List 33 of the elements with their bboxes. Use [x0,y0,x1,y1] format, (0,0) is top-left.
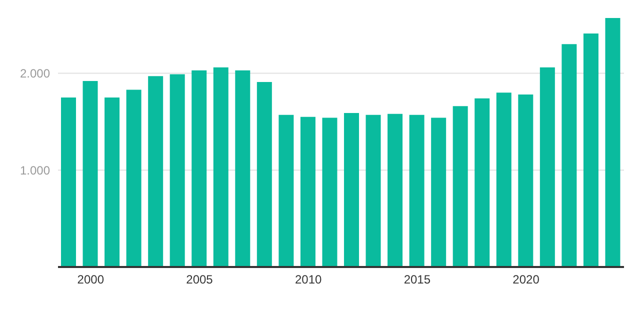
bar [170,74,185,267]
x-tick-label: 2005 [186,272,214,287]
bar [474,98,490,267]
bar [388,114,403,267]
x-tick-label: 2015 [404,272,431,287]
bar [148,76,164,267]
bar [583,34,598,267]
bar [256,82,272,267]
x-tick-label: 2000 [77,272,104,287]
bar [322,118,338,267]
bar [496,92,512,267]
bar [605,18,620,267]
x-tick-label: 2010 [294,272,322,287]
y-tick-label: 1.000 [20,163,50,178]
bar [104,97,120,267]
bar [300,116,316,267]
bar [562,44,577,267]
bar [431,118,446,267]
bar [366,114,381,267]
bar [540,67,555,267]
bar [192,70,207,267]
bar [344,112,359,267]
bar [278,114,294,267]
bar [213,67,228,267]
bar [61,97,76,267]
bar [409,114,424,267]
bar [82,80,98,267]
bar [126,90,142,267]
bar [235,70,250,267]
x-tick-label: 2020 [512,272,540,287]
y-tick-label: 2.000 [20,66,50,80]
bar [452,106,468,267]
bar [518,94,534,267]
